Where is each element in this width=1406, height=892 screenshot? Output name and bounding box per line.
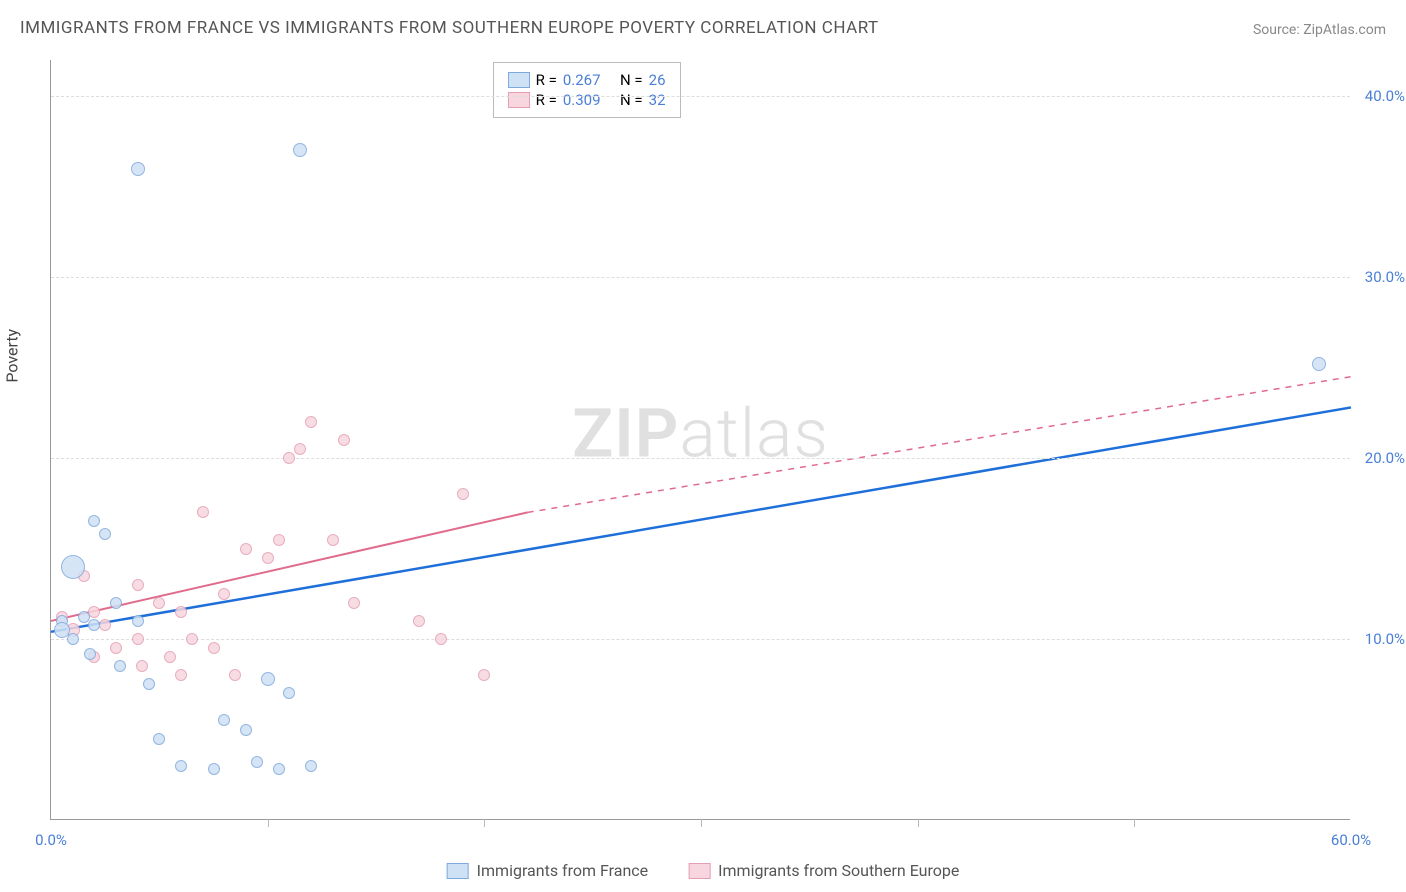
- swatch-southern-icon: [688, 863, 710, 879]
- ytick-label: 30.0%: [1365, 268, 1405, 286]
- point-france: [208, 763, 220, 775]
- swatch-france-icon: [447, 863, 469, 879]
- xtick-minor: [701, 819, 702, 827]
- ytick-label: 20.0%: [1365, 449, 1405, 467]
- point-france: [131, 162, 145, 176]
- point-southern: [153, 597, 165, 609]
- point-france: [132, 615, 144, 627]
- point-southern: [132, 579, 144, 591]
- gridline-h: [51, 639, 1350, 640]
- xtick-minor: [918, 819, 919, 827]
- point-france: [143, 678, 155, 690]
- point-southern: [197, 506, 209, 518]
- point-france: [218, 714, 230, 726]
- point-southern: [413, 615, 425, 627]
- xtick-label: 60.0%: [1331, 831, 1371, 849]
- point-southern: [283, 452, 295, 464]
- point-france: [99, 528, 111, 540]
- point-france: [1312, 357, 1326, 371]
- point-france: [153, 733, 165, 745]
- source-label: Source: ZipAtlas.com: [1253, 22, 1386, 38]
- legend-item-france: Immigrants from France: [447, 861, 649, 880]
- point-southern: [208, 642, 220, 654]
- point-france: [251, 756, 263, 768]
- y-axis-label: Poverty: [3, 329, 22, 383]
- point-southern: [164, 651, 176, 663]
- point-france: [114, 660, 126, 672]
- point-southern: [294, 443, 306, 455]
- point-southern: [175, 669, 187, 681]
- plot-area: ZIPatlas R = 0.267 N = 26 R = 0.309 N = …: [50, 60, 1350, 820]
- trend-lines: [51, 60, 1351, 820]
- point-southern: [305, 416, 317, 428]
- gridline-h: [51, 96, 1350, 97]
- gridline-h: [51, 458, 1350, 459]
- ytick-label: 10.0%: [1365, 630, 1405, 648]
- point-southern: [136, 660, 148, 672]
- point-southern: [229, 669, 241, 681]
- point-southern: [186, 633, 198, 645]
- point-france: [88, 619, 100, 631]
- point-france: [261, 672, 275, 686]
- point-southern: [348, 597, 360, 609]
- point-southern: [457, 488, 469, 500]
- point-southern: [132, 633, 144, 645]
- point-southern: [338, 434, 350, 446]
- point-southern: [327, 534, 339, 546]
- point-france: [78, 611, 90, 623]
- point-france: [240, 724, 252, 736]
- xtick-label: 0.0%: [35, 831, 67, 849]
- point-southern: [273, 534, 285, 546]
- point-southern: [218, 588, 230, 600]
- point-france: [67, 633, 79, 645]
- point-southern: [435, 633, 447, 645]
- point-southern: [175, 606, 187, 618]
- point-france: [61, 555, 85, 579]
- point-france: [175, 760, 187, 772]
- legend-label-southern: Immigrants from Southern Europe: [718, 861, 959, 880]
- point-southern: [478, 669, 490, 681]
- legend-item-southern: Immigrants from Southern Europe: [688, 861, 959, 880]
- point-france: [305, 760, 317, 772]
- point-southern: [99, 619, 111, 631]
- point-southern: [88, 606, 100, 618]
- point-france: [110, 597, 122, 609]
- point-france: [273, 763, 285, 775]
- point-france: [283, 687, 295, 699]
- point-france: [88, 515, 100, 527]
- point-southern: [240, 543, 252, 555]
- point-france: [293, 143, 307, 157]
- point-southern: [110, 642, 122, 654]
- xtick-minor: [484, 819, 485, 827]
- point-france: [84, 648, 96, 660]
- point-southern: [262, 552, 274, 564]
- legend-label-france: Immigrants from France: [477, 861, 649, 880]
- chart-title: IMMIGRANTS FROM FRANCE VS IMMIGRANTS FRO…: [20, 18, 879, 38]
- gridline-h: [51, 277, 1350, 278]
- xtick-minor: [1134, 819, 1135, 827]
- xtick-minor: [268, 819, 269, 827]
- series-legend: Immigrants from France Immigrants from S…: [447, 861, 960, 880]
- ytick-label: 40.0%: [1365, 87, 1405, 105]
